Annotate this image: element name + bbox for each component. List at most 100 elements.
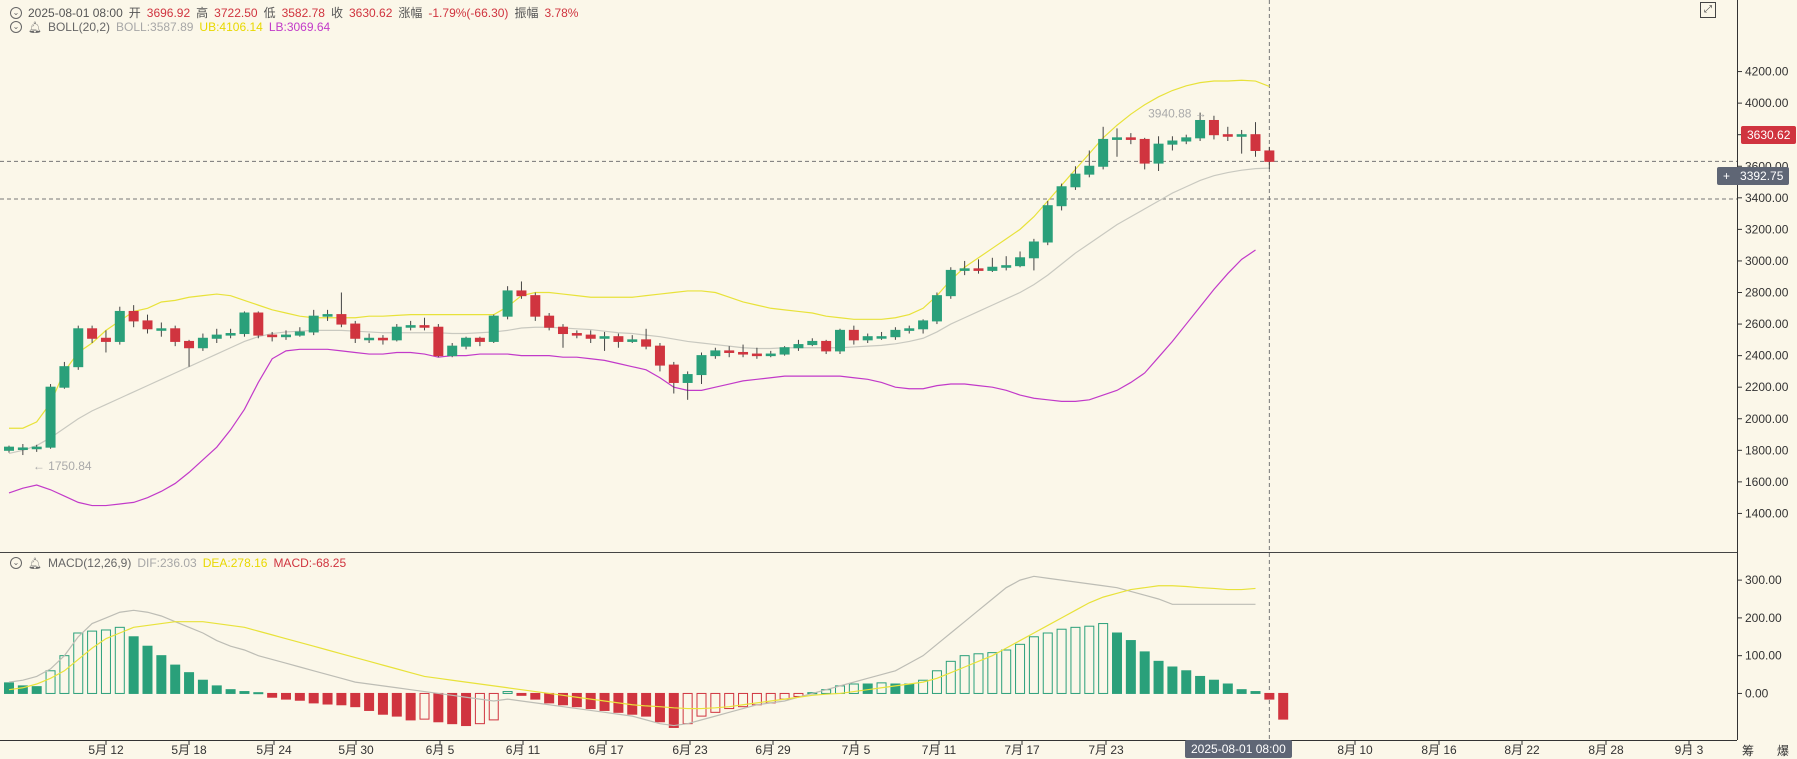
candle-body	[558, 326, 568, 335]
macd-bar	[156, 655, 167, 694]
macd-bar	[488, 692, 499, 721]
macd-name: MACD(12,26,9)	[47, 556, 132, 570]
change-label: 涨幅	[398, 6, 423, 20]
macd-bar	[1153, 660, 1164, 694]
macd-bar	[945, 660, 956, 694]
candle-body	[267, 334, 278, 338]
last-price-tag: 3630.62	[1741, 126, 1797, 144]
macd-bar	[959, 655, 970, 694]
amp-label: 振幅	[514, 6, 539, 20]
macd-bar	[419, 692, 430, 720]
macd-tick-label: 0.00	[1745, 686, 1769, 700]
candle-body	[474, 337, 485, 342]
candle-body	[1098, 138, 1109, 167]
macd-bar	[114, 626, 125, 694]
time-axis-line	[0, 740, 1737, 741]
macd-bar	[724, 692, 735, 710]
chip-button[interactable]: 筹	[1742, 744, 1755, 758]
candle-body	[793, 344, 804, 349]
macd-bar	[1222, 683, 1233, 694]
time-tick-label: 5月 18	[171, 743, 207, 757]
price-tick-label: 2400.00	[1745, 349, 1789, 363]
candle-body	[751, 353, 762, 357]
candle-body	[170, 328, 181, 342]
time-tick-label: 9月 3	[1675, 743, 1704, 757]
candle-body	[1015, 257, 1026, 267]
panel-separator	[0, 552, 1737, 553]
collapse-icon[interactable]: ⌄	[10, 6, 22, 19]
candle-body	[890, 329, 901, 338]
macd-bar	[544, 692, 555, 704]
price-tick-label: 3400.00	[1745, 191, 1789, 205]
candle-body	[59, 366, 70, 388]
price-tick-label: 4000.00	[1745, 96, 1789, 110]
macd-bar	[738, 692, 749, 708]
price-tick-label: 1400.00	[1745, 506, 1789, 520]
macd-bar	[281, 692, 291, 700]
crosshair-price-tag: +3392.75	[1717, 167, 1790, 185]
macd-bar	[1125, 640, 1136, 694]
macd-bar	[1001, 649, 1012, 694]
macd-dif: DIF:236.03	[137, 556, 197, 570]
candle-body	[128, 310, 139, 322]
candle-body	[724, 350, 735, 353]
candle-body	[599, 336, 610, 339]
candle-body	[945, 269, 956, 297]
candle-body	[571, 333, 582, 336]
time-tick-label: 6月 23	[672, 743, 708, 757]
candle-body	[585, 334, 596, 339]
macd-bar	[405, 692, 416, 721]
candle-body	[364, 337, 375, 341]
macd-bar	[1195, 675, 1206, 694]
candle-body	[405, 325, 416, 328]
macd-bar	[447, 692, 458, 725]
close-label: 收	[330, 6, 343, 20]
burst-button[interactable]: 爆	[1777, 744, 1790, 758]
macd-bar	[474, 692, 485, 725]
time-tick-label: 8月 10	[1337, 743, 1373, 757]
time-tick-label: 7月 23	[1088, 743, 1124, 757]
bell-icon[interactable]: 🔔︎	[28, 557, 42, 570]
macd-bar	[1056, 628, 1067, 694]
macd-bar	[558, 692, 568, 706]
low-value: 3582.78	[281, 5, 325, 20]
crosshair-time-tag: 2025-08-01 08:00	[1185, 740, 1292, 758]
candle-body	[87, 328, 98, 339]
price-tick-label: 3000.00	[1745, 254, 1789, 268]
time-tick-label: 5月 30	[338, 743, 374, 757]
macd-tick-label: 200.00	[1745, 611, 1782, 625]
price-tick-label: 4200.00	[1745, 65, 1789, 79]
bell-icon[interactable]: 🔔︎	[28, 21, 42, 34]
macd-bar	[654, 692, 665, 723]
macd-bar	[973, 653, 984, 694]
price-tick-label: 2200.00	[1745, 380, 1789, 394]
boll-lb-line	[8, 249, 1256, 507]
candle-body	[17, 447, 28, 451]
candle-body	[696, 355, 707, 376]
macd-bar	[931, 670, 942, 694]
macd-bar	[45, 670, 56, 694]
macd-bar	[1167, 666, 1178, 694]
candle-body	[1264, 150, 1275, 162]
candle-body	[142, 320, 153, 330]
macd-bar	[59, 655, 70, 694]
collapse-icon[interactable]: ⌄	[10, 21, 22, 33]
high-value: 3722.50	[214, 5, 258, 20]
maximize-icon[interactable]: ⤢	[1700, 2, 1716, 18]
close-value: 3630.62	[348, 5, 393, 20]
change-value: -1.79%(-66.30)	[428, 5, 509, 20]
candle-body	[738, 351, 749, 355]
candle-body	[876, 336, 887, 339]
macd-bar	[294, 692, 305, 701]
candle-body	[959, 268, 970, 271]
macd-bar	[1181, 670, 1192, 694]
high-annotation: 3940.88 →	[1148, 106, 1207, 120]
candle-body	[862, 336, 873, 341]
candle-body	[1056, 186, 1067, 207]
plus-icon[interactable]: +	[1723, 169, 1731, 183]
macd-bar	[87, 630, 98, 694]
collapse-icon[interactable]: ⌄	[10, 557, 22, 569]
candle-body	[281, 334, 291, 338]
